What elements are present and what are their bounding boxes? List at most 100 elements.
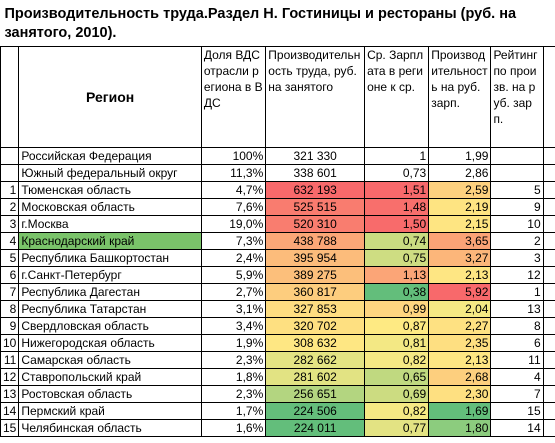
- cell: 0,73: [364, 164, 430, 182]
- cell: 525 515: [265, 198, 366, 216]
- cell: 2: [490, 232, 544, 250]
- cell: 632 193: [265, 181, 366, 199]
- cell: [542, 300, 555, 318]
- cell: [0, 147, 20, 165]
- cell: 11: [490, 351, 544, 369]
- cell: 1,80: [428, 419, 492, 437]
- table-row: 9 Свердловская область 3,4% 320 702 0,87 2,27…: [0, 317, 555, 335]
- cell: 15: [490, 402, 544, 420]
- table-row: 2 Московская область 7,6% 525 515 1,48 2,19 9: [0, 198, 555, 216]
- cell: [542, 402, 555, 420]
- cell: 8: [0, 300, 20, 318]
- cell: 395 954: [265, 249, 366, 267]
- cell: 0,74: [364, 232, 430, 250]
- cell: г.Москва: [18, 215, 202, 233]
- cell: Самарская область: [18, 351, 202, 369]
- cell: 338 601: [265, 164, 366, 182]
- cell: [542, 368, 555, 386]
- cell: 0,65: [364, 368, 430, 386]
- cell: 281 602: [265, 368, 366, 386]
- table-row: 1 Тюменская область 4,7% 632 193 1,51 2,59 5: [0, 181, 555, 199]
- header-cell: Регион: [18, 46, 202, 148]
- cell: 1,9%: [200, 334, 267, 352]
- cell: Пермский край: [18, 402, 202, 420]
- table-row: 3 г.Москва 19,0% 520 310 1,50 2,15 10: [0, 215, 555, 233]
- cell: 1: [0, 181, 20, 199]
- cell: 2,27: [428, 317, 492, 335]
- cell: Краснодарский край: [18, 232, 202, 250]
- cell: 438 788: [265, 232, 366, 250]
- cell: 8: [490, 317, 544, 335]
- cell: 0,75: [364, 249, 430, 267]
- cell: 1,8%: [200, 368, 267, 386]
- table-row: 11 Самарская область 2,3% 282 662 0,82 2,13 11: [0, 351, 555, 369]
- cell: 12: [490, 266, 544, 284]
- cell: 1,6%: [200, 419, 267, 437]
- cell: 2,59: [428, 181, 492, 199]
- cell: 224 506: [265, 402, 366, 420]
- cell: [542, 266, 555, 284]
- table-row: Российская Федерация 100% 321 330 1 1,99: [0, 147, 555, 165]
- cell: 19,0%: [200, 215, 267, 233]
- cell: 11,3%: [200, 164, 267, 182]
- cell: 14: [0, 402, 20, 420]
- cell: 224 011: [265, 419, 366, 437]
- cell: 14: [490, 419, 544, 437]
- cell: 320 702: [265, 317, 366, 335]
- cell: 13: [0, 385, 20, 403]
- cell: 1,99: [428, 147, 492, 165]
- cell: 389 275: [265, 266, 366, 284]
- cell: 11: [0, 351, 20, 369]
- header-cell: Производительность на руб. зарп.: [428, 46, 492, 148]
- cell: 1,69: [428, 402, 492, 420]
- cell: г.Санкт-Петербург: [18, 266, 202, 284]
- cell: 7,6%: [200, 198, 267, 216]
- table-row: 10 Нижегородская область 1,9% 308 632 0,81 2,…: [0, 334, 555, 352]
- cell: 7,3%: [200, 232, 267, 250]
- cell: [490, 147, 544, 165]
- cell: 0,77: [364, 419, 430, 437]
- cell: 1: [364, 147, 430, 165]
- cell: 0,38: [364, 283, 430, 301]
- header-cell: [542, 46, 555, 148]
- cell: 0,87: [364, 317, 430, 335]
- cell: Республика Дагестан: [18, 283, 202, 301]
- cell: Республика Башкортостан: [18, 249, 202, 267]
- header-cell: Производительность труда, руб. на занято…: [265, 46, 366, 148]
- cell: 9: [0, 317, 20, 335]
- cell: 0,81: [364, 334, 430, 352]
- cell: 7: [0, 283, 20, 301]
- cell: [542, 317, 555, 335]
- cell: [542, 385, 555, 403]
- table-row: 5 Республика Башкортостан 2,4% 395 954 0,75 3…: [0, 249, 555, 267]
- cell: [542, 164, 555, 182]
- cell: [542, 147, 555, 165]
- cell: 4: [490, 368, 544, 386]
- header-cell: Ср. Зарплата в регионе к ср.: [364, 46, 430, 148]
- cell: 2,13: [428, 351, 492, 369]
- cell: Нижегородская область: [18, 334, 202, 352]
- cell: [542, 198, 555, 216]
- cell: Челябинская область: [18, 419, 202, 437]
- cell: Республика Татарстан: [18, 300, 202, 318]
- cell: [542, 419, 555, 437]
- cell: 308 632: [265, 334, 366, 352]
- cell: [490, 164, 544, 182]
- cell: [542, 215, 555, 233]
- cell: 4,7%: [200, 181, 267, 199]
- cell: [542, 249, 555, 267]
- table-row: 12 Ставропольский край 1,8% 281 602 0,65 2,68…: [0, 368, 555, 386]
- cell: 7: [490, 385, 544, 403]
- cell: 3: [490, 249, 544, 267]
- cell: 2,68: [428, 368, 492, 386]
- table-row: 7 Республика Дагестан 2,7% 360 817 0,38 5,92 1: [0, 283, 555, 301]
- header-cell: [0, 46, 20, 148]
- table-row: 14 Пермский край 1,7% 224 506 0,82 1,69 15: [0, 402, 555, 420]
- cell: [542, 334, 555, 352]
- cell: 2,7%: [200, 283, 267, 301]
- cell: 5,9%: [200, 266, 267, 284]
- title: Производительность труда.Раздел Н. Гости…: [4, 6, 517, 41]
- cell: 327 853: [265, 300, 366, 318]
- cell: 2,30: [428, 385, 492, 403]
